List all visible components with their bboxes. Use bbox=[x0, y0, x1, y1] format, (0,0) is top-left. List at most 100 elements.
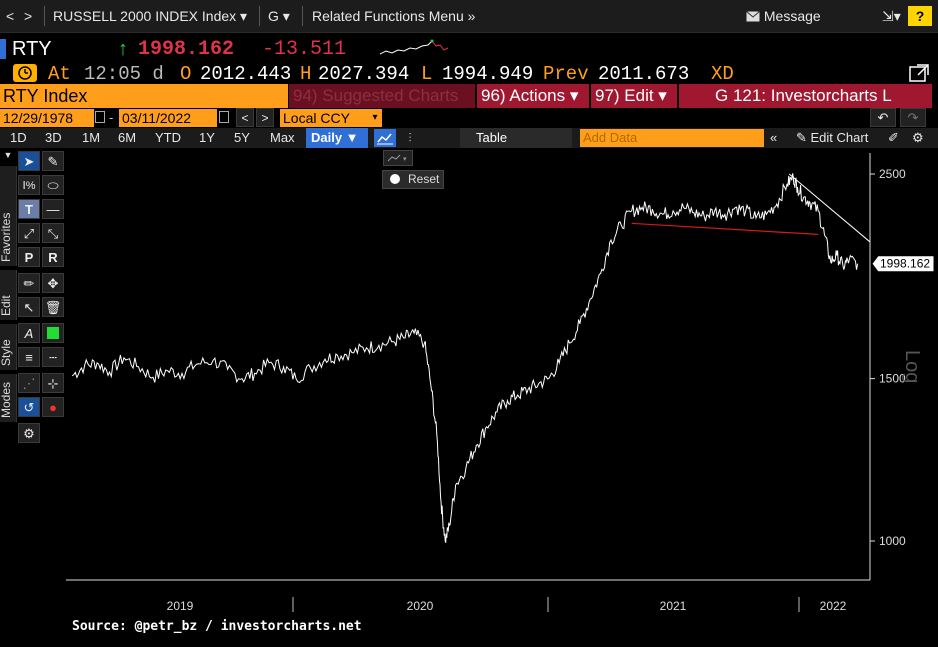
ohlc-line: At 12:05 d O 2012.443 H 2027.394 L 1994.… bbox=[0, 62, 938, 85]
p-tool-icon[interactable]: P bbox=[18, 247, 40, 267]
horizontal-line-icon[interactable]: — bbox=[42, 199, 64, 219]
reset-button[interactable]: Reset bbox=[382, 170, 444, 189]
collapse-icon[interactable]: « bbox=[770, 130, 778, 145]
add-data-placeholder: Add Data bbox=[583, 130, 638, 145]
back-icon[interactable]: < bbox=[6, 8, 15, 24]
period-3d[interactable]: 3D bbox=[45, 130, 62, 145]
line-chart-type-icon[interactable] bbox=[374, 129, 396, 147]
date-row: 12/29/1978 - 03/11/2022 < > Local CCY ▾ … bbox=[0, 108, 938, 128]
undo-button[interactable]: ↶ bbox=[870, 108, 896, 127]
net-change: -13.511 bbox=[262, 38, 347, 61]
text-tool-icon[interactable]: T bbox=[18, 199, 40, 219]
crosshair-icon[interactable]: ⊹ bbox=[42, 373, 64, 393]
end-date-input[interactable]: 03/11/2022 bbox=[119, 109, 217, 127]
tab-modes[interactable]: Modes bbox=[0, 374, 17, 422]
period-1d[interactable]: 1D bbox=[10, 130, 27, 145]
line-style-icon[interactable]: ┄ bbox=[42, 347, 64, 367]
r-tool-icon[interactable]: R bbox=[42, 247, 64, 267]
pointer-tool-icon[interactable]: ➤ bbox=[18, 151, 40, 171]
high-value: 2027.394 bbox=[318, 63, 410, 85]
period-1m[interactable]: 1M bbox=[82, 130, 101, 145]
period-max[interactable]: Max bbox=[270, 130, 295, 145]
price-line bbox=[71, 173, 859, 543]
help-button[interactable]: ? bbox=[908, 6, 932, 26]
popout-icon[interactable] bbox=[908, 63, 930, 83]
x-tick-label: 2022 bbox=[820, 599, 847, 613]
settings-gear-icon[interactable]: ⚙ bbox=[18, 423, 40, 443]
prev-label: Prev bbox=[543, 63, 589, 85]
tab-style[interactable]: Style bbox=[0, 324, 17, 370]
sparkline-icon bbox=[379, 39, 449, 55]
y-tick-label: 2500 bbox=[879, 167, 906, 181]
y-tick-label: 1000 bbox=[879, 534, 906, 548]
pencil-icon[interactable]: ✐ bbox=[888, 130, 899, 145]
security-color-marker bbox=[0, 39, 6, 59]
source-credit: Source: @petr_bz / investorcharts.net bbox=[72, 619, 362, 634]
x-tick-label: 2021 bbox=[660, 599, 687, 613]
start-date-input[interactable]: 12/29/1978 bbox=[0, 109, 94, 127]
low-label: L bbox=[421, 63, 433, 85]
edit-chart-button[interactable]: ✎ Edit Chart bbox=[796, 130, 869, 145]
tab-edit[interactable]: Edit bbox=[0, 270, 17, 320]
collapse-panel-icon[interactable]: ▼ bbox=[3, 150, 13, 160]
period-ytd[interactable]: YTD bbox=[155, 130, 181, 145]
add-point-icon[interactable]: ↖ bbox=[18, 297, 40, 317]
actions-menu[interactable]: 96) Actions ▾ bbox=[477, 84, 589, 108]
currency-select[interactable]: Local CCY bbox=[280, 109, 368, 127]
line-weight-icon[interactable]: ≡ bbox=[18, 347, 40, 367]
end-calendar-icon[interactable] bbox=[219, 111, 229, 123]
pen-tool-icon[interactable]: ✏ bbox=[18, 273, 40, 293]
related-functions-menu[interactable]: Related Functions Menu » bbox=[312, 8, 476, 24]
svg-text:▾: ▾ bbox=[403, 156, 407, 163]
chart-name[interactable]: G 121: Investorcharts L bbox=[679, 84, 932, 108]
percent-tool-icon[interactable]: Ⅰ% bbox=[18, 175, 40, 195]
measure-tool-icon[interactable]: ⋰ bbox=[18, 373, 40, 393]
x-tick-label: 2019 bbox=[167, 599, 194, 613]
fill-color-icon[interactable] bbox=[42, 323, 64, 343]
font-style-icon[interactable]: A bbox=[18, 323, 40, 343]
x-tick-label: 2020 bbox=[407, 599, 434, 613]
security-bar: RTY Index 94) Suggested Charts 96) Actio… bbox=[0, 84, 938, 108]
move-tool-icon[interactable]: ✥ bbox=[42, 273, 64, 293]
period-6m[interactable]: 6M bbox=[118, 130, 137, 145]
log-scale-label: Log bbox=[901, 350, 923, 383]
redo-button[interactable]: ↷ bbox=[900, 108, 926, 127]
draw-tool-icon[interactable]: ✎ bbox=[42, 151, 64, 171]
next-range-button[interactable]: > bbox=[256, 108, 274, 127]
security-title-menu[interactable]: RUSSELL 2000 INDEX Index ▾ bbox=[53, 8, 248, 24]
edit-menu[interactable]: 97) Edit ▾ bbox=[591, 84, 677, 108]
envelope-icon bbox=[746, 11, 760, 22]
message-button[interactable]: Message bbox=[746, 8, 821, 24]
message-label: Message bbox=[763, 8, 821, 24]
multi-color-icon[interactable]: ● bbox=[42, 397, 64, 417]
suggested-charts-button[interactable]: 94) Suggested Charts bbox=[289, 84, 475, 108]
currency-dropdown-icon[interactable]: ▾ bbox=[368, 109, 382, 127]
ray-tool-icon[interactable]: ⤡ bbox=[42, 223, 64, 243]
magnet-icon[interactable]: ↺ bbox=[18, 397, 40, 417]
mini-line-icon: ▾ bbox=[387, 154, 407, 163]
clock-icon bbox=[13, 64, 37, 82]
export-icon[interactable]: ⇲▾ bbox=[882, 8, 901, 24]
start-calendar-icon[interactable] bbox=[95, 111, 105, 123]
price-chart[interactable]: 2500 1500 1000 Log 2019 2020 2021 2022 1998.162 S… bbox=[0, 148, 938, 647]
frequency-select[interactable]: Daily ▼ bbox=[306, 128, 368, 148]
quote-time: 12:05 d bbox=[84, 63, 164, 85]
period-1y[interactable]: 1Y bbox=[199, 130, 215, 145]
ellipse-tool-icon[interactable]: ⬭ bbox=[42, 175, 64, 195]
tab-favorites[interactable]: Favorites bbox=[0, 166, 17, 266]
chart-style-dropdown[interactable]: ▾ bbox=[383, 150, 413, 166]
table-button[interactable]: Table bbox=[460, 128, 572, 148]
add-data-input[interactable]: Add Data bbox=[580, 129, 764, 147]
bar-chart-type-icon[interactable]: ⫶ bbox=[408, 131, 412, 145]
quote-line: RTY ↑ 1998.162 -13.511 bbox=[0, 36, 938, 62]
prev-range-button[interactable]: < bbox=[236, 108, 254, 127]
trash-icon[interactable]: 🗑 bbox=[42, 297, 64, 317]
settings-icon[interactable]: ⚙ bbox=[912, 130, 924, 145]
g-menu[interactable]: G ▾ bbox=[268, 8, 290, 24]
forward-icon[interactable]: > bbox=[24, 8, 33, 24]
open-label: O bbox=[180, 63, 192, 85]
security-input[interactable]: RTY Index bbox=[0, 84, 288, 108]
reset-icon bbox=[390, 174, 400, 184]
period-5y[interactable]: 5Y bbox=[234, 130, 250, 145]
trendline-tool-icon[interactable]: ⤢ bbox=[18, 223, 40, 243]
